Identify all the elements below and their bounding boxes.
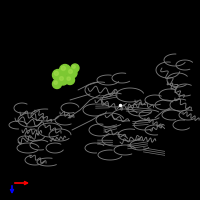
Circle shape [61,66,65,70]
Circle shape [54,71,58,75]
Circle shape [67,77,70,80]
Circle shape [72,65,75,68]
Circle shape [52,70,64,80]
Circle shape [60,77,63,80]
Circle shape [58,75,68,85]
Circle shape [71,64,79,72]
Circle shape [60,64,70,75]
Circle shape [69,70,72,73]
Circle shape [54,81,57,84]
Circle shape [67,68,77,78]
Circle shape [66,75,74,84]
Circle shape [52,79,62,88]
